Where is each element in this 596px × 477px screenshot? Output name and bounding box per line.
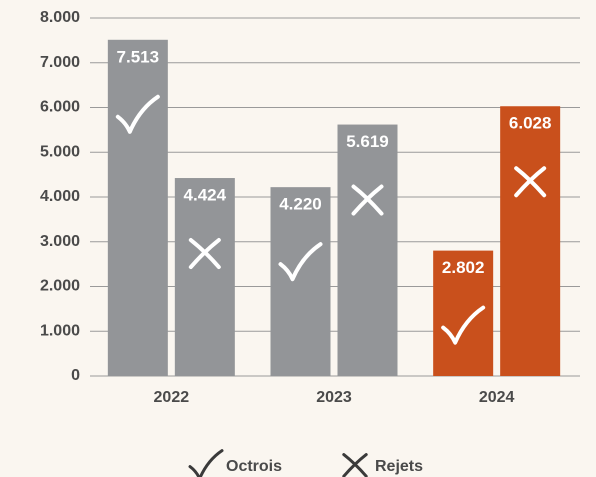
cross-icon <box>514 166 547 198</box>
legend-label: Rejets <box>375 458 423 475</box>
bar <box>107 39 168 377</box>
y-tick-label: 0 <box>71 367 80 384</box>
x-tick-label: 2023 <box>316 389 352 406</box>
value-label: 5.619 <box>346 132 389 151</box>
bar <box>337 124 398 377</box>
value-label: 2.802 <box>442 258 485 277</box>
check-icon <box>441 305 486 345</box>
y-tick-label: 5.000 <box>40 143 80 160</box>
bar <box>500 106 561 376</box>
value-label: 4.424 <box>184 186 227 205</box>
bar <box>270 187 331 376</box>
check-icon <box>188 449 224 477</box>
x-tick-label: 2024 <box>479 389 515 406</box>
cross-icon <box>342 453 368 477</box>
legend-label: Octrois <box>226 458 282 475</box>
y-tick-label: 6.000 <box>40 99 80 116</box>
cross-icon <box>351 184 384 216</box>
y-tick-label: 2.000 <box>40 278 80 295</box>
value-label: 7.513 <box>117 47 160 66</box>
check-icon <box>278 242 323 282</box>
y-tick-label: 1.000 <box>40 322 80 339</box>
value-label: 6.028 <box>509 114 552 133</box>
value-label: 4.220 <box>279 195 322 214</box>
bar <box>433 250 494 376</box>
y-tick-label: 7.000 <box>40 54 80 71</box>
y-tick-label: 8.000 <box>40 9 80 26</box>
bar <box>174 178 235 376</box>
check-icon <box>115 94 160 134</box>
y-tick-label: 4.000 <box>40 188 80 205</box>
x-tick-label: 2022 <box>154 389 190 406</box>
y-tick-label: 3.000 <box>40 233 80 250</box>
cross-icon <box>188 238 221 270</box>
